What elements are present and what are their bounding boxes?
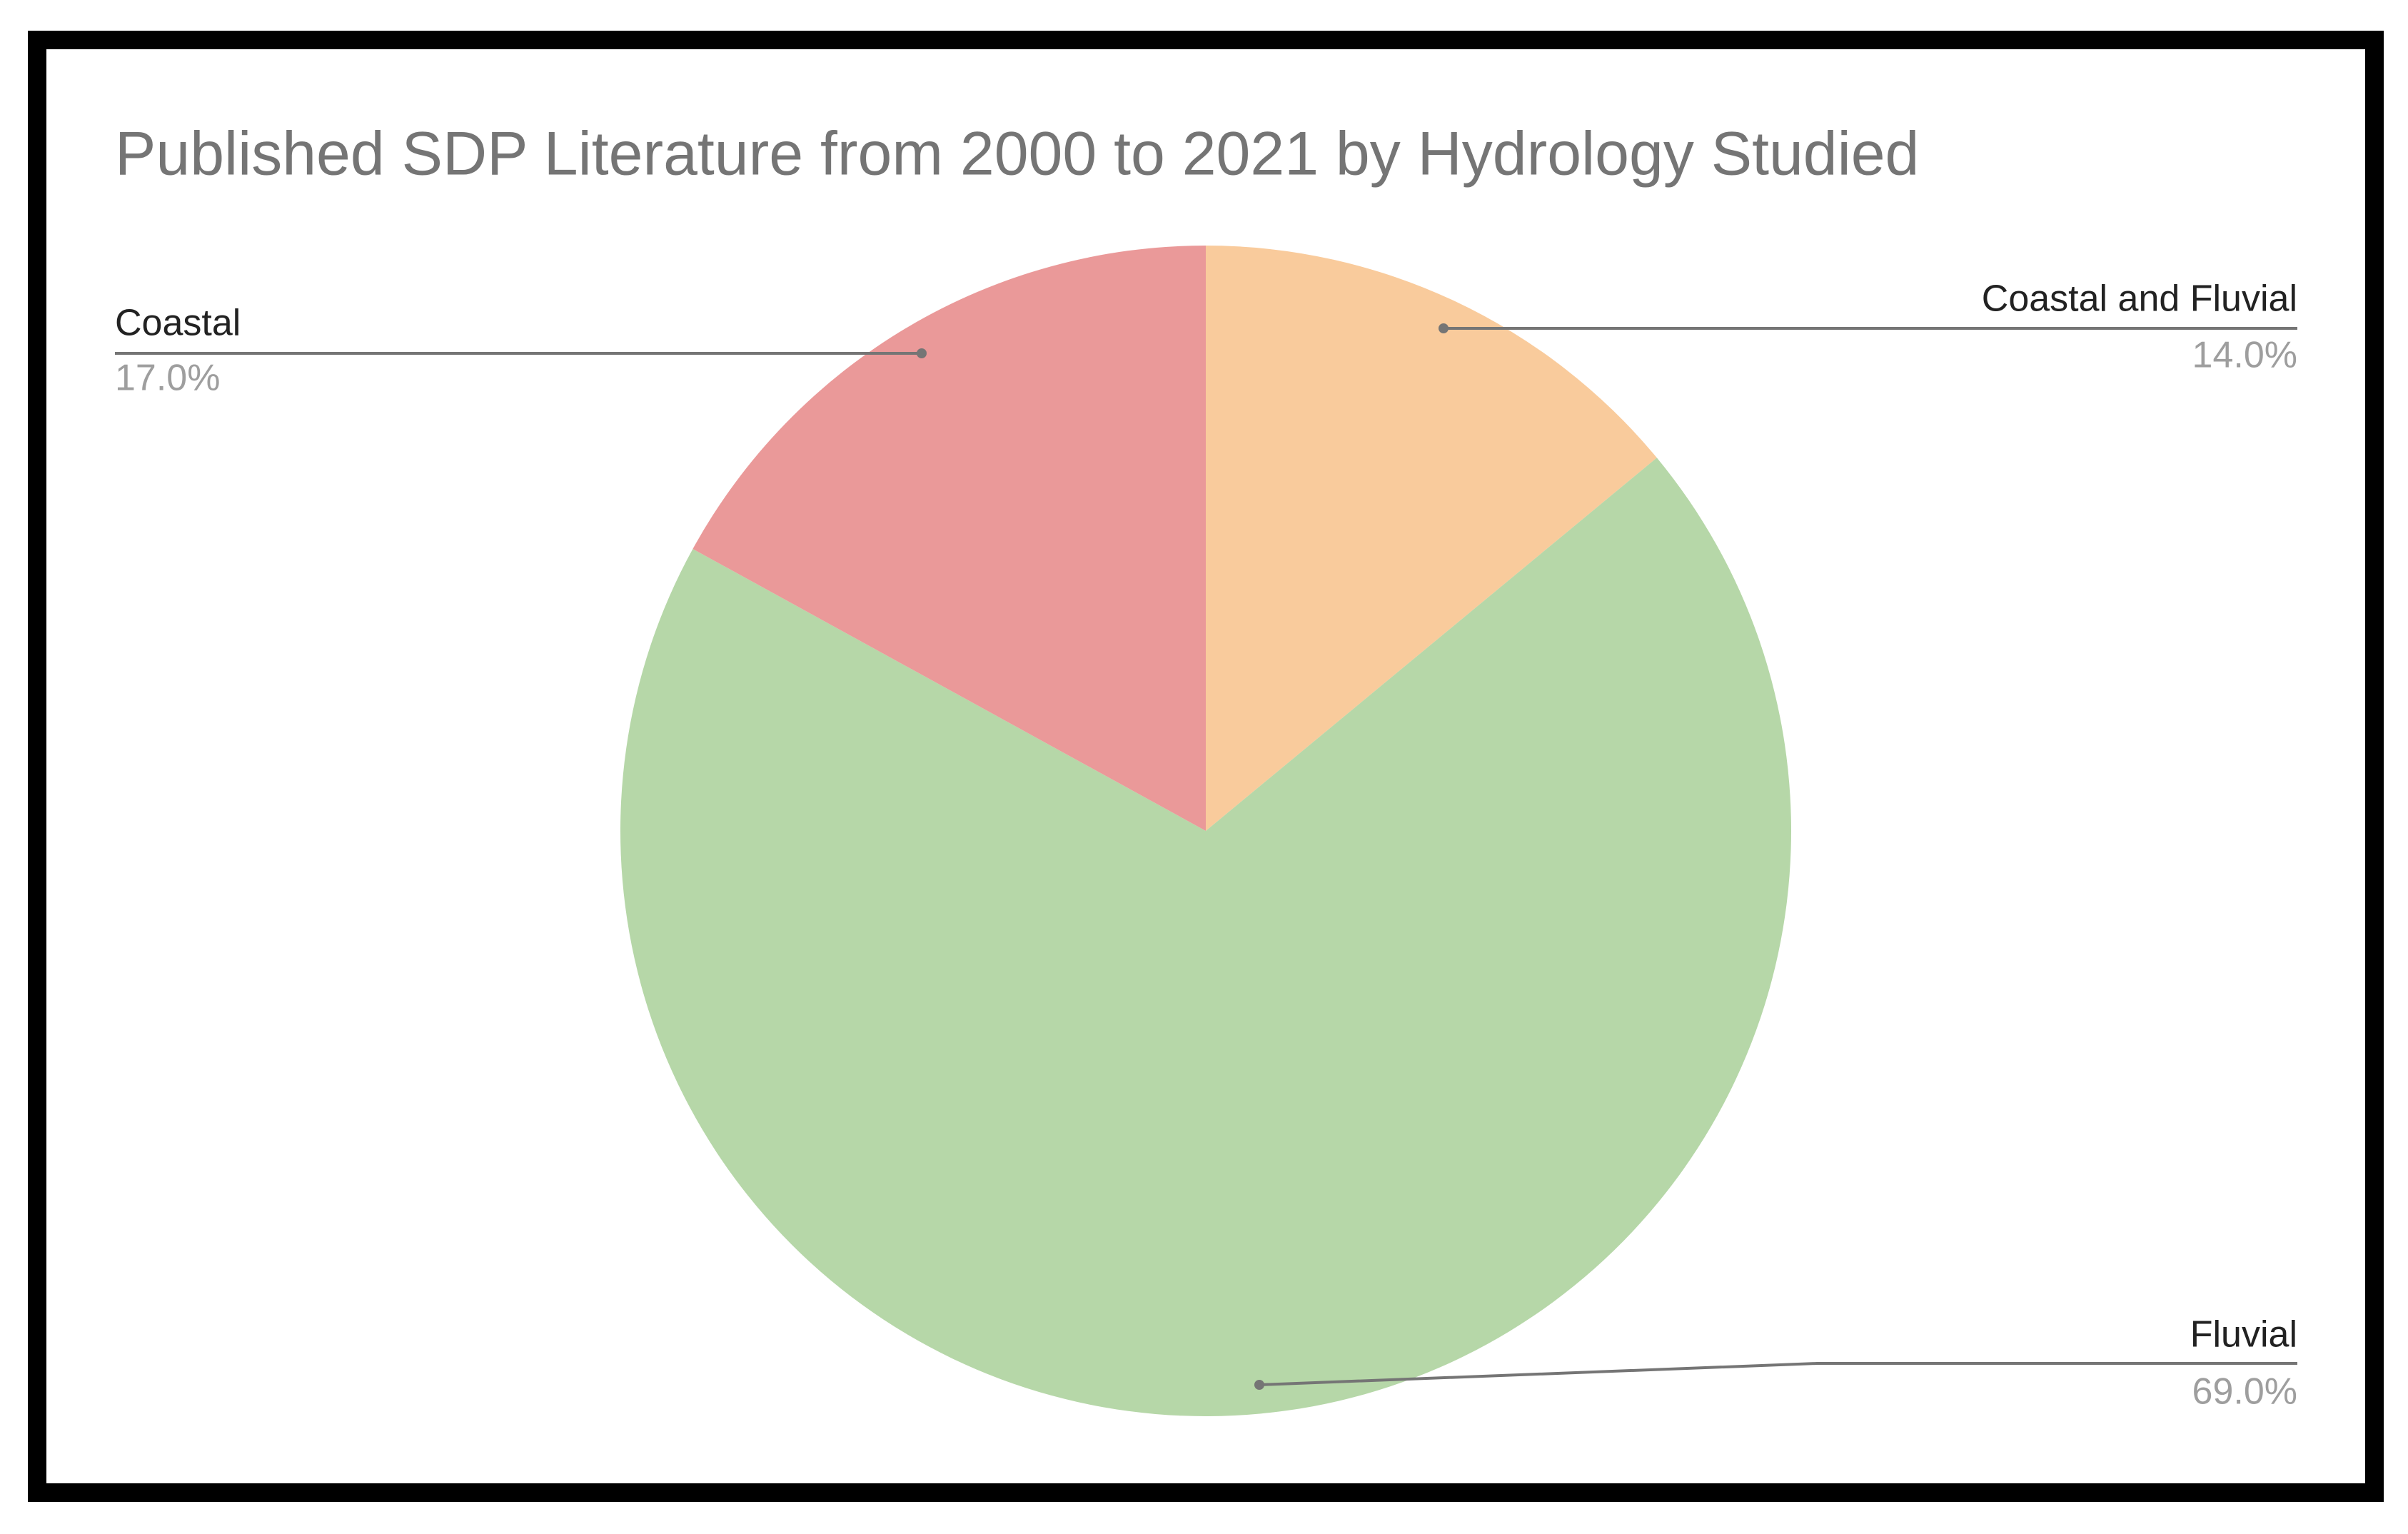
slice-value-label: 69.0%: [2192, 1371, 2297, 1413]
slice-value-label: 17.0%: [115, 358, 220, 399]
pie-slice: [620, 458, 1792, 1417]
leader-dot: [917, 348, 927, 358]
leader-dot: [1439, 323, 1449, 333]
slice-label: Fluvial: [2190, 1314, 2297, 1356]
leader-line: [1259, 1362, 2297, 1386]
pie-slice: [692, 246, 1206, 831]
slice-label: Coastal and Fluvial: [1982, 278, 2297, 320]
slice-value-label: 14.0%: [2192, 335, 2297, 376]
pie-slice: [1206, 246, 1657, 831]
slice-label: Coastal: [115, 303, 241, 344]
leader-dot: [1254, 1380, 1264, 1390]
chart-title: Published SDP Literature from 2000 to 20…: [115, 120, 1919, 188]
